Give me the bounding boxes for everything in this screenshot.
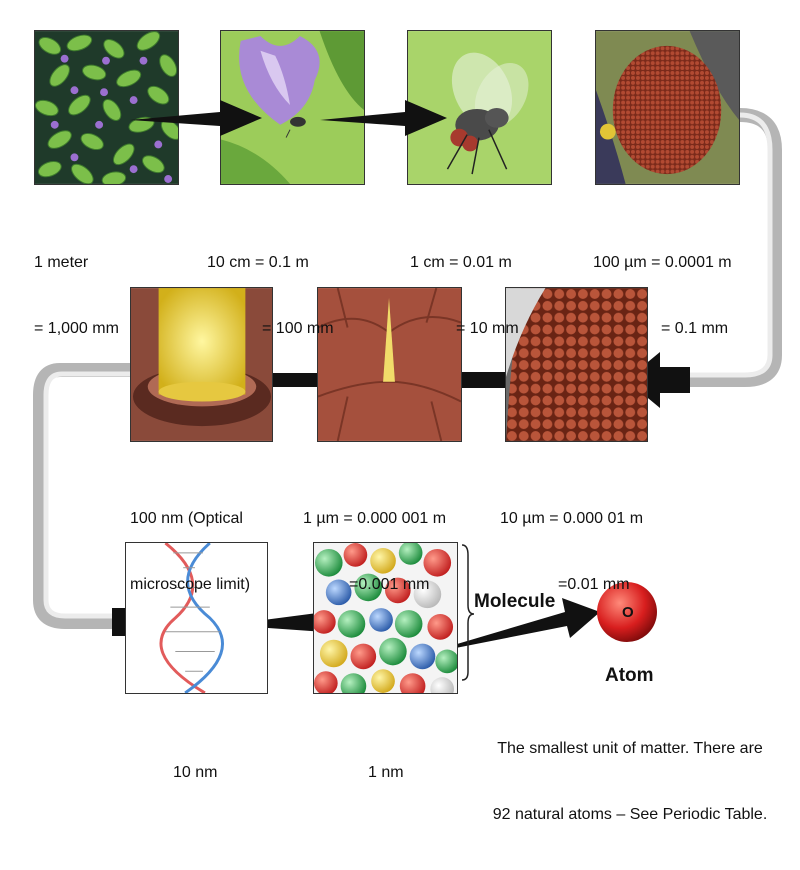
molecule-image (314, 543, 457, 693)
atom-title: Atom (605, 665, 654, 686)
fly-eye-image (596, 31, 739, 184)
caption-flower: 10 cm = 0.1 m = 100 mm (207, 254, 334, 337)
facet-hair-image (318, 288, 461, 441)
scale-diagram: 1 meter = 1,000 mm 10 cm = 0.1 m = 100 m… (33, 30, 782, 823)
panel-hair-tip (130, 287, 273, 442)
dna-image (126, 543, 267, 693)
atom-description: The smallest unit of matter. There are 9… (492, 740, 768, 823)
fly-image (408, 31, 551, 184)
caption-fly: 1 cm = 0.01 m = 10 mm (410, 254, 519, 337)
caption-fly-eye: 100 µm = 0.0001 m = 0.1 mm (593, 254, 732, 337)
caption-hair-tip: 100 nm (Optical microscope limit) (130, 510, 251, 593)
panel-fly (407, 30, 552, 185)
flower-image (221, 31, 364, 184)
atom-symbol: O (622, 604, 634, 621)
connector-row2-row3 (33, 363, 135, 629)
caption-dna: 10 nm (173, 764, 218, 781)
panel-leaves (34, 30, 179, 185)
leaves-image (35, 31, 178, 184)
panel-molecule (313, 542, 458, 694)
caption-facet-hair: 1 µm = 0.000 001 m =0.001 mm (303, 510, 447, 593)
eye-facets-image (506, 288, 647, 441)
caption-molecule: 1 nm (368, 764, 404, 781)
panel-fly-eye (595, 30, 740, 185)
molecule-label: Molecule (474, 591, 556, 612)
caption-eye-facets: 10 µm = 0.000 01 m =0.01 mm (500, 510, 644, 593)
panel-eye-facets (505, 287, 648, 442)
hair-tip-image (131, 288, 272, 441)
panel-flower (220, 30, 365, 185)
panel-dna (125, 542, 268, 694)
panel-facet-hair (317, 287, 462, 442)
caption-leaves: 1 meter = 1,000 mm (34, 254, 119, 337)
